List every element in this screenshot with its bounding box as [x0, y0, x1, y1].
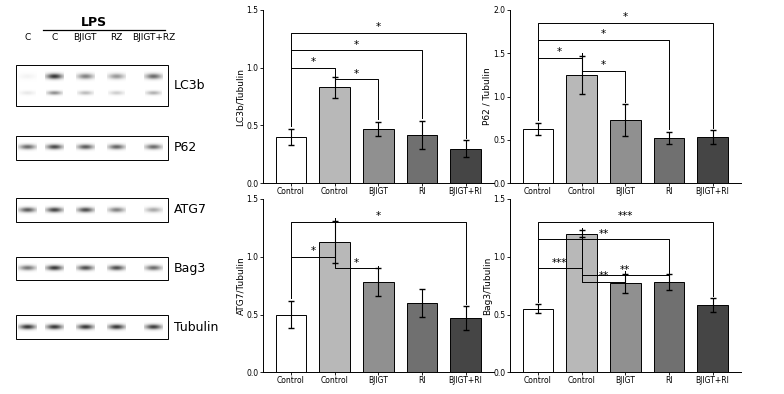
Text: *: *	[354, 40, 359, 50]
Text: LPS: LPS	[393, 221, 408, 230]
Bar	[16, 198, 168, 222]
Bar	[697, 137, 728, 183]
Bar	[16, 256, 168, 281]
Text: Tubulin: Tubulin	[173, 321, 218, 334]
Text: ***: ***	[641, 234, 653, 242]
Text: C: C	[24, 33, 31, 42]
Bar	[566, 234, 597, 372]
Bar	[407, 303, 437, 372]
Y-axis label: P62 / Tubulin: P62 / Tubulin	[483, 68, 492, 125]
Bar	[276, 137, 307, 183]
Bar	[654, 138, 684, 183]
Bar	[319, 87, 350, 183]
Bar	[654, 282, 684, 372]
Bar	[450, 149, 481, 183]
Text: *: *	[310, 57, 315, 67]
Text: RZ: RZ	[110, 33, 122, 42]
Text: **: **	[598, 229, 608, 239]
Bar	[697, 305, 728, 372]
Bar	[276, 314, 307, 372]
Text: *: *	[310, 246, 315, 256]
Bar	[16, 315, 168, 339]
Bar	[319, 242, 350, 372]
Text: *: *	[376, 22, 381, 32]
Bar	[16, 65, 168, 106]
Y-axis label: LC3b/Tubulin: LC3b/Tubulin	[236, 67, 245, 126]
Text: *: *	[557, 47, 562, 57]
Text: P62: P62	[173, 141, 197, 154]
Bar	[363, 282, 394, 372]
Text: LPS: LPS	[81, 16, 107, 29]
Text: *: *	[354, 69, 359, 78]
Bar	[610, 120, 641, 183]
Text: LC3b: LC3b	[173, 79, 205, 92]
Bar	[407, 135, 437, 183]
Bar	[523, 309, 554, 372]
Bar	[610, 283, 641, 372]
Text: **: **	[620, 264, 630, 275]
Text: ***: ***	[618, 212, 633, 221]
Bar	[16, 136, 168, 160]
Text: **: **	[598, 271, 608, 281]
Text: C: C	[51, 33, 57, 42]
Bar	[363, 129, 394, 183]
Y-axis label: Bag3/Tubulin: Bag3/Tubulin	[483, 256, 492, 315]
Bar	[450, 318, 481, 372]
Text: BJIGT+RZ: BJIGT+RZ	[132, 33, 176, 42]
Text: BJIGT: BJIGT	[74, 33, 97, 42]
Text: *: *	[601, 60, 606, 70]
Text: *: *	[376, 212, 381, 221]
Bar	[523, 128, 554, 183]
Text: *: *	[354, 258, 359, 268]
Text: *: *	[601, 30, 606, 39]
Text: LPS: LPS	[640, 221, 655, 230]
Text: ***: ***	[552, 258, 568, 268]
Y-axis label: ATG7/Tubulin: ATG7/Tubulin	[236, 256, 245, 315]
Text: ATG7: ATG7	[173, 203, 206, 216]
Text: *: *	[622, 12, 628, 22]
Text: Bag3: Bag3	[173, 262, 205, 275]
Bar	[566, 75, 597, 183]
